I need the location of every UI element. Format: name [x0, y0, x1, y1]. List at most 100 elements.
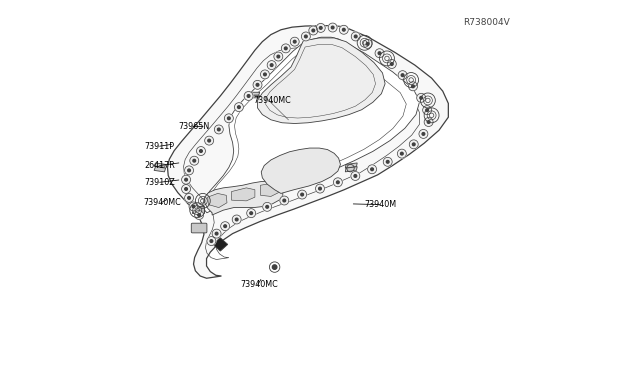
Polygon shape — [232, 188, 255, 201]
Polygon shape — [260, 183, 279, 196]
Circle shape — [419, 129, 428, 138]
Circle shape — [185, 187, 188, 190]
Circle shape — [234, 103, 243, 112]
Circle shape — [195, 211, 204, 219]
Circle shape — [328, 23, 337, 32]
Circle shape — [291, 37, 299, 46]
Circle shape — [401, 74, 404, 77]
Circle shape — [312, 29, 315, 32]
Circle shape — [277, 55, 280, 58]
Circle shape — [390, 62, 393, 65]
Circle shape — [383, 157, 392, 166]
Circle shape — [212, 229, 221, 238]
Circle shape — [412, 143, 415, 146]
Circle shape — [190, 156, 199, 165]
Circle shape — [412, 85, 414, 88]
Bar — [191, 206, 204, 213]
Circle shape — [363, 39, 372, 48]
Circle shape — [333, 178, 342, 187]
Polygon shape — [207, 193, 227, 208]
Circle shape — [283, 199, 285, 202]
Polygon shape — [154, 167, 166, 172]
Text: 73940MC: 73940MC — [240, 280, 278, 289]
Circle shape — [351, 32, 360, 41]
Circle shape — [332, 26, 334, 29]
Circle shape — [284, 47, 287, 50]
Circle shape — [264, 73, 266, 76]
Circle shape — [371, 168, 373, 171]
Circle shape — [185, 178, 188, 181]
Circle shape — [342, 28, 345, 31]
Circle shape — [366, 42, 369, 45]
Circle shape — [387, 160, 389, 163]
Circle shape — [228, 117, 230, 120]
Circle shape — [214, 125, 223, 134]
Circle shape — [420, 96, 422, 99]
Circle shape — [192, 205, 195, 208]
Circle shape — [397, 149, 406, 158]
Text: R738004V: R738004V — [463, 18, 510, 27]
Circle shape — [424, 118, 433, 126]
Circle shape — [196, 147, 205, 155]
Polygon shape — [245, 92, 260, 95]
Circle shape — [426, 109, 428, 112]
Polygon shape — [346, 163, 357, 168]
Polygon shape — [261, 148, 340, 193]
Circle shape — [398, 71, 407, 80]
Text: 73965N: 73965N — [178, 122, 209, 131]
Circle shape — [309, 26, 318, 35]
Circle shape — [417, 93, 426, 102]
Polygon shape — [205, 181, 283, 215]
Circle shape — [182, 175, 191, 184]
Circle shape — [378, 52, 381, 55]
Polygon shape — [168, 26, 449, 278]
Circle shape — [351, 171, 360, 180]
Circle shape — [408, 82, 417, 91]
Circle shape — [355, 35, 357, 38]
Circle shape — [236, 218, 238, 221]
Circle shape — [266, 205, 269, 208]
Circle shape — [293, 40, 296, 43]
Circle shape — [319, 26, 322, 29]
Circle shape — [250, 212, 253, 215]
Circle shape — [224, 225, 227, 228]
Circle shape — [205, 136, 214, 145]
Circle shape — [305, 35, 307, 38]
Circle shape — [410, 140, 418, 149]
Circle shape — [375, 49, 384, 58]
Circle shape — [184, 166, 193, 175]
Circle shape — [319, 187, 321, 190]
Circle shape — [208, 139, 211, 142]
Circle shape — [188, 196, 190, 199]
Circle shape — [253, 80, 262, 89]
Circle shape — [428, 121, 430, 124]
Circle shape — [244, 92, 253, 100]
Circle shape — [193, 159, 196, 162]
Circle shape — [262, 202, 271, 211]
Circle shape — [274, 52, 283, 61]
Polygon shape — [203, 37, 420, 213]
Circle shape — [354, 174, 356, 177]
Circle shape — [298, 190, 307, 199]
Text: 73910Z: 73910Z — [145, 178, 175, 187]
Circle shape — [182, 185, 191, 193]
Text: 73940MC: 73940MC — [254, 96, 292, 105]
Circle shape — [301, 193, 303, 196]
Polygon shape — [257, 38, 385, 124]
Polygon shape — [154, 163, 166, 167]
Polygon shape — [346, 167, 357, 172]
Circle shape — [221, 222, 230, 231]
Circle shape — [401, 152, 403, 155]
Circle shape — [273, 265, 277, 269]
Circle shape — [280, 196, 289, 205]
Circle shape — [232, 215, 241, 224]
Text: 73940M: 73940M — [365, 200, 397, 209]
Circle shape — [198, 214, 200, 217]
Circle shape — [210, 240, 212, 243]
FancyBboxPatch shape — [191, 223, 207, 233]
Circle shape — [316, 184, 324, 193]
Circle shape — [184, 193, 193, 202]
Circle shape — [225, 114, 234, 123]
Text: 73911P: 73911P — [145, 142, 175, 151]
Circle shape — [246, 209, 255, 218]
